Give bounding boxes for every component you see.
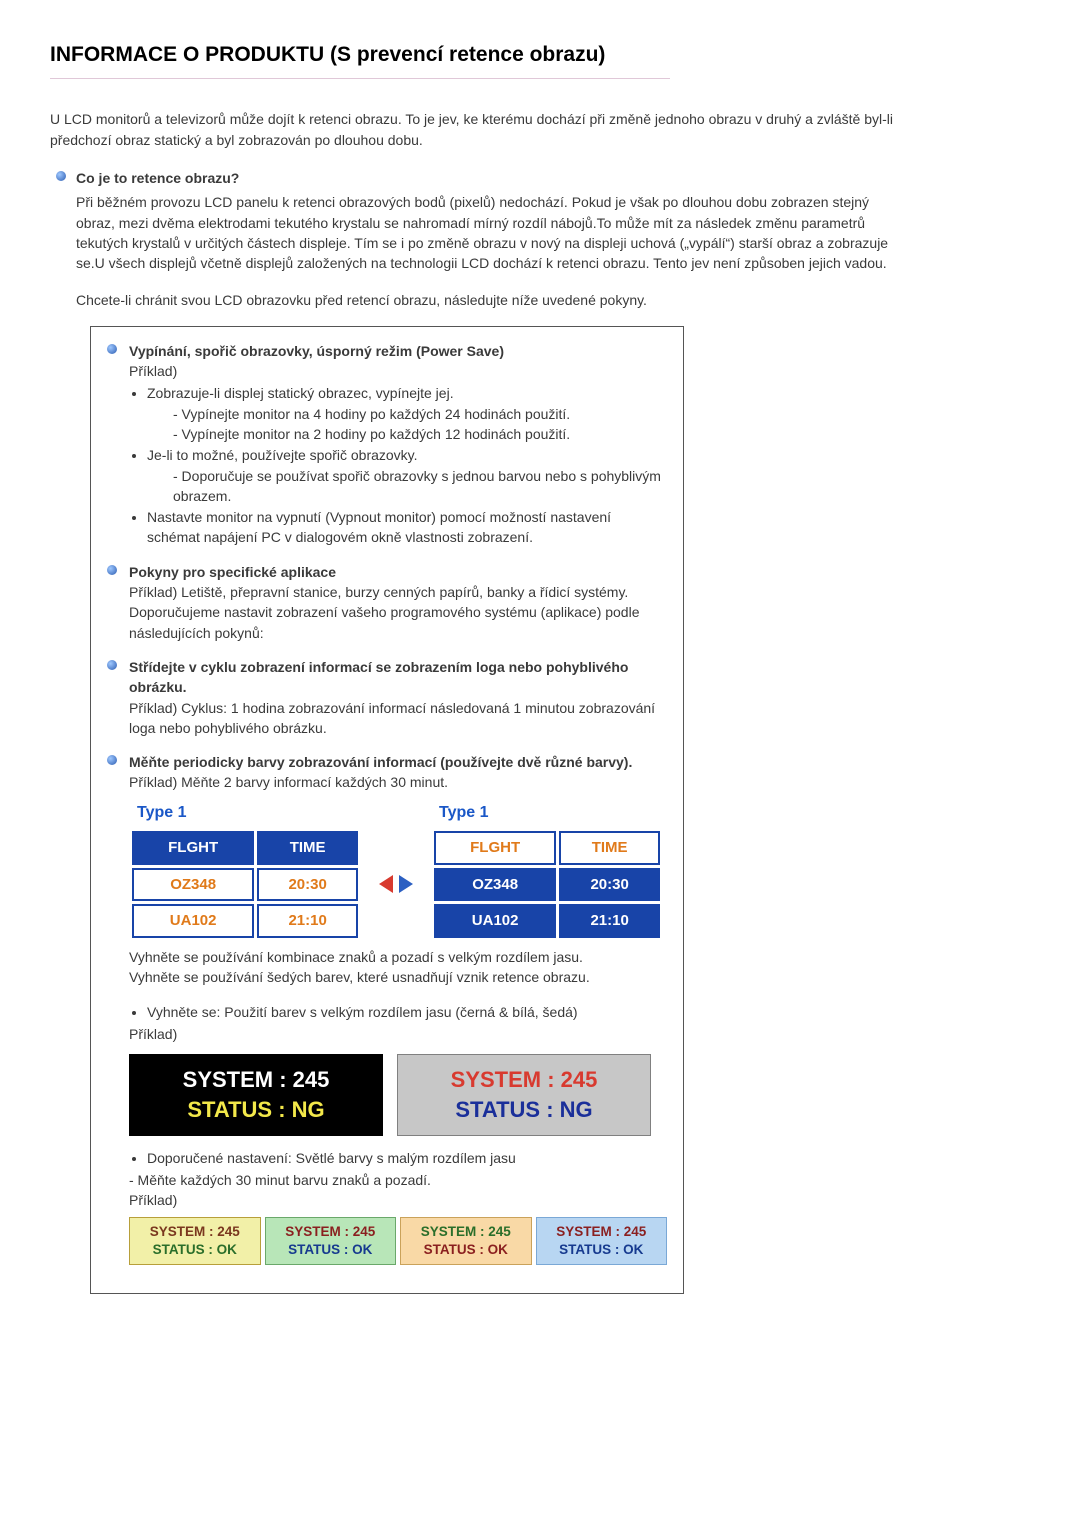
system-line: SYSTEM : 245 — [403, 1223, 529, 1241]
table-cell: 20:30 — [559, 868, 660, 902]
intro-paragraph: U LCD monitorů a televizorů může dojít k… — [50, 109, 920, 150]
sub-line: - Vypínejte monitor na 4 hodiny po každý… — [173, 404, 667, 424]
section-title: Pokyny pro specifické aplikace — [129, 562, 667, 582]
section-power: Vypínání, spořič obrazovky, úsporný reži… — [107, 341, 667, 548]
section-title: Měňte periodicky barvy zobrazování infor… — [129, 752, 667, 772]
system-box: SYSTEM : 245STATUS : NG — [129, 1054, 383, 1135]
arrows — [379, 875, 413, 893]
section-title: Střídejte v cyklu zobrazení informací se… — [129, 657, 667, 698]
table-cell: 21:10 — [257, 904, 358, 938]
status-line: STATUS : OK — [403, 1241, 529, 1259]
list-item: Je-li to možné, používejte spořič obrazo… — [147, 445, 667, 506]
table-cell: OZ348 — [434, 868, 556, 902]
table-cell: UA102 — [132, 904, 254, 938]
example-label: Příklad) — [129, 361, 667, 381]
page-title: INFORMACE O PRODUKTU (S prevencí retence… — [50, 40, 1030, 70]
type-table-left: FLGHTTIMEOZ34820:30UA10221:10 — [129, 828, 361, 941]
small-boxes-row: SYSTEM : 245STATUS : OKSYSTEM : 245STATU… — [129, 1217, 667, 1265]
sub-line: - Vypínejte monitor na 2 hodiny po každý… — [173, 424, 667, 444]
status-line: STATUS : OK — [268, 1241, 394, 1259]
text-line: - Měňte každých 30 minut barvu znaků a p… — [129, 1170, 667, 1190]
system-box: SYSTEM : 245STATUS : NG — [397, 1054, 651, 1135]
text-line: Vyhněte se používání šedých barev, které… — [129, 967, 667, 987]
list-item: Zobrazuje-li displej statický obrazec, v… — [147, 383, 667, 444]
list-item: Vyhněte se: Použití barev s velkým rozdí… — [147, 1002, 667, 1022]
table-cell: 21:10 — [559, 904, 660, 938]
system-line: SYSTEM : 245 — [268, 1223, 394, 1241]
arrow-left-icon — [379, 875, 393, 893]
divider — [50, 78, 670, 79]
table-cell: 20:30 — [257, 868, 358, 902]
system-line: SYSTEM : 245 — [132, 1223, 258, 1241]
system-boxes: SYSTEM : 245STATUS : NGSYSTEM : 245STATU… — [129, 1054, 667, 1135]
list-item: Nastavte monitor na vypnutí (Vypnout mon… — [147, 507, 667, 548]
small-box: SYSTEM : 245STATUS : OK — [129, 1217, 261, 1265]
system-line: SYSTEM : 245 — [134, 1065, 378, 1095]
small-box: SYSTEM : 245STATUS : OK — [400, 1217, 532, 1265]
instructions-box: Vypínání, spořič obrazovky, úsporný reži… — [90, 326, 684, 1294]
status-line: STATUS : NG — [402, 1095, 646, 1125]
type-label: Type 1 — [137, 801, 361, 824]
list-item: Doporučené nastavení: Světlé barvy s mal… — [147, 1148, 667, 1168]
table-cell: OZ348 — [132, 868, 254, 902]
example-label: Příklad) — [129, 1024, 667, 1044]
table-header-cell: TIME — [257, 831, 358, 865]
text-line: Příklad) Letiště, přepravní stanice, bur… — [129, 582, 667, 602]
table-header-cell: FLGHT — [434, 831, 556, 865]
text-line: Vyhněte se používání kombinace znaků a p… — [129, 947, 667, 967]
section-cycle: Střídejte v cyklu zobrazení informací se… — [107, 657, 667, 738]
text-line: Příklad) Měňte 2 barvy informací každých… — [129, 772, 667, 792]
text-line: Příklad) Cyklus: 1 hodina zobrazování in… — [129, 698, 667, 739]
question-body-2: Chcete-li chránit svou LCD obrazovku pře… — [76, 290, 896, 310]
table-header-cell: TIME — [559, 831, 660, 865]
type-comparison: Type 1 FLGHTTIMEOZ34820:30UA10221:10 Typ… — [129, 801, 667, 941]
status-line: STATUS : OK — [539, 1241, 665, 1259]
system-line: SYSTEM : 245 — [402, 1065, 646, 1095]
sub-line: - Doporučuje se používat spořič obrazovk… — [173, 466, 667, 507]
arrow-right-icon — [399, 875, 413, 893]
status-line: STATUS : NG — [134, 1095, 378, 1125]
text-line: Doporučujeme nastavit zobrazení vašeho p… — [129, 602, 667, 643]
table-cell: UA102 — [434, 904, 556, 938]
question-body-1: Při běžném provozu LCD panelu k retenci … — [76, 192, 896, 273]
example-label: Příklad) — [129, 1190, 667, 1210]
question-title: Co je to retence obrazu? — [76, 168, 896, 188]
section-colors: Měňte periodicky barvy zobrazování infor… — [107, 752, 667, 1265]
table-header-cell: FLGHT — [132, 831, 254, 865]
small-box: SYSTEM : 245STATUS : OK — [265, 1217, 397, 1265]
section-apps: Pokyny pro specifické aplikace Příklad) … — [107, 562, 667, 643]
status-line: STATUS : OK — [132, 1241, 258, 1259]
small-box: SYSTEM : 245STATUS : OK — [536, 1217, 668, 1265]
section-title: Vypínání, spořič obrazovky, úsporný reži… — [129, 341, 667, 361]
type-table-right: FLGHTTIMEOZ34820:30UA10221:10 — [431, 828, 663, 941]
system-line: SYSTEM : 245 — [539, 1223, 665, 1241]
type-label: Type 1 — [439, 801, 663, 824]
